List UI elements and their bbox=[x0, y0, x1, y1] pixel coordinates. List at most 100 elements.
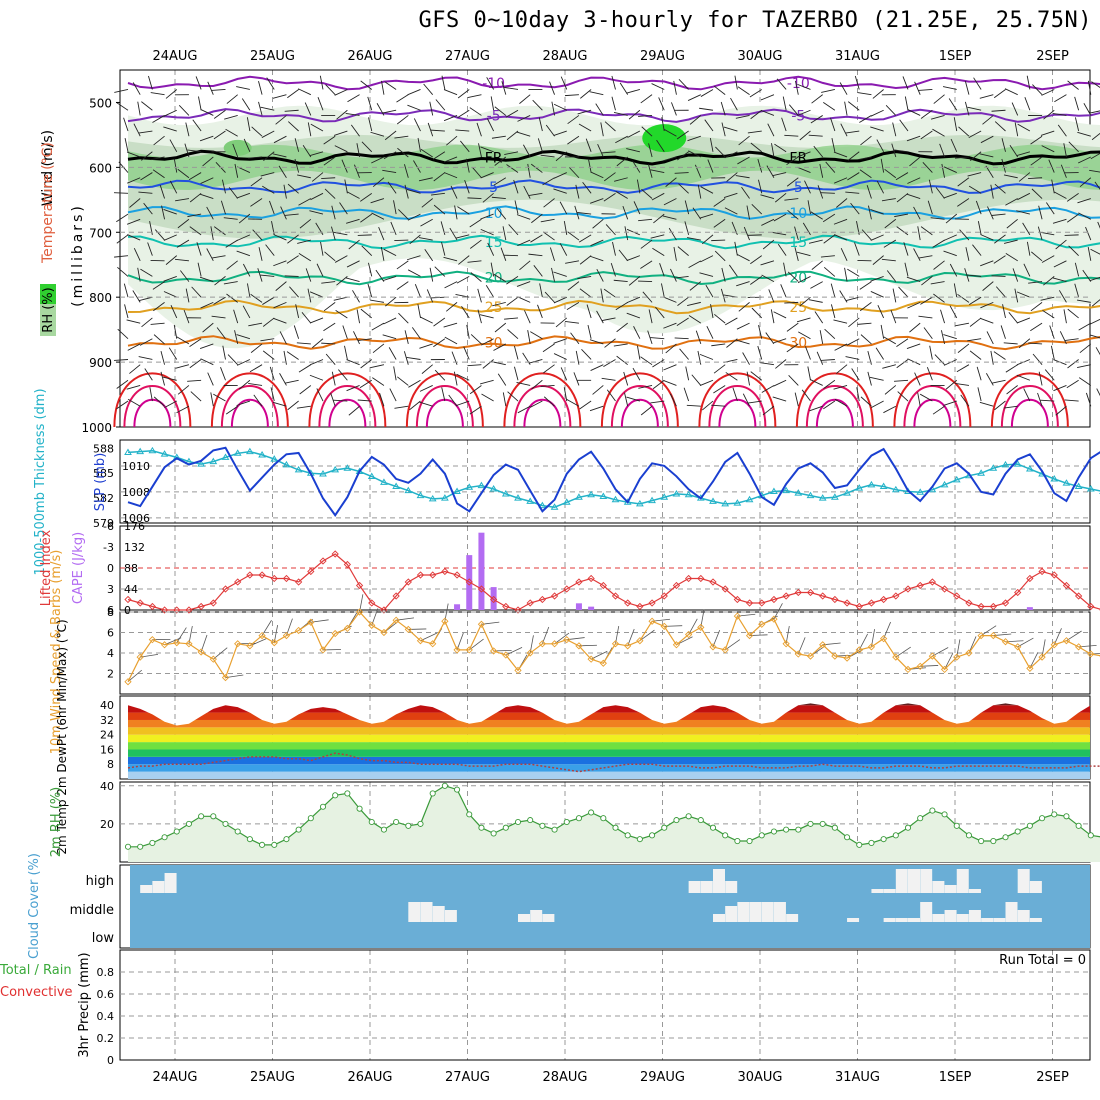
wind-barb bbox=[147, 242, 153, 256]
wind-speed-point bbox=[758, 620, 766, 628]
wind-barb bbox=[450, 185, 458, 199]
wind-barb bbox=[178, 105, 190, 116]
wind-barb bbox=[461, 306, 470, 319]
wind-barb bbox=[238, 379, 251, 390]
wind-barb bbox=[258, 101, 263, 116]
date-label-top: 28AUG bbox=[542, 49, 587, 64]
wind-barb bbox=[371, 156, 385, 164]
wind-barb bbox=[1052, 218, 1067, 224]
rh-tick-label: 20 bbox=[100, 818, 114, 831]
wind-speed-point bbox=[526, 649, 534, 657]
lifted-index-point bbox=[502, 602, 510, 611]
contour-label: FR bbox=[789, 151, 807, 167]
wind-speed-point bbox=[879, 635, 888, 643]
wind-barb bbox=[138, 296, 153, 302]
wind-barb bbox=[1014, 122, 1019, 137]
wind-barb bbox=[589, 91, 604, 96]
wind-barb bbox=[116, 400, 129, 410]
wind-barb bbox=[968, 296, 982, 305]
wind-barb bbox=[870, 109, 884, 117]
wind-barb bbox=[886, 270, 897, 282]
wind-barb bbox=[393, 200, 397, 215]
wind-barb bbox=[469, 218, 482, 228]
cloud-high-bar bbox=[164, 873, 177, 893]
wind-barb bbox=[527, 163, 531, 178]
wind-speed-point bbox=[538, 640, 547, 648]
wind-barb bbox=[478, 143, 482, 158]
rh-point bbox=[636, 836, 643, 843]
wind-barb-10m bbox=[1017, 637, 1034, 648]
wind-barb bbox=[688, 315, 702, 324]
wind-barb bbox=[1066, 213, 1079, 223]
thickness-point bbox=[721, 499, 730, 507]
wind-barb bbox=[918, 89, 933, 91]
wind-barb bbox=[747, 130, 762, 134]
wind-barb bbox=[700, 89, 714, 97]
wind-barb bbox=[287, 121, 299, 132]
cloud-high-bar bbox=[700, 881, 713, 893]
wind-barb bbox=[321, 342, 336, 345]
wind-barb bbox=[695, 330, 702, 345]
wind-barb bbox=[280, 206, 287, 220]
wind-barb bbox=[504, 151, 519, 155]
wind-barb bbox=[390, 221, 397, 236]
wind-barb bbox=[760, 109, 775, 116]
wind-barb bbox=[236, 192, 251, 199]
wind-barb bbox=[979, 153, 994, 158]
li-tick-label: 6 bbox=[107, 604, 114, 617]
wind-barb bbox=[527, 330, 531, 344]
wind-barb bbox=[935, 187, 945, 199]
wind-barb bbox=[519, 94, 531, 104]
wind-barb bbox=[480, 172, 494, 179]
wind-speed-point bbox=[1062, 637, 1071, 645]
cloud-high-bar bbox=[871, 889, 884, 893]
wind-barb bbox=[380, 246, 385, 261]
wind-barb bbox=[980, 317, 994, 324]
thickness-point bbox=[1050, 475, 1059, 482]
wind-barb bbox=[928, 179, 933, 194]
wind-barb bbox=[990, 350, 994, 365]
wind-barb bbox=[662, 215, 677, 220]
wind-barb-10m bbox=[688, 618, 698, 635]
wind-barb-10m bbox=[797, 637, 806, 655]
wind-barb bbox=[920, 130, 933, 140]
wind-barb bbox=[480, 338, 494, 346]
wind-barb bbox=[850, 202, 860, 215]
wind-barb bbox=[196, 242, 202, 256]
wind-barb bbox=[1028, 177, 1043, 179]
wind-speed-point bbox=[624, 642, 632, 650]
wind-barb bbox=[165, 89, 178, 99]
wind-barb bbox=[163, 209, 177, 215]
wind-barb bbox=[370, 364, 385, 369]
rh-point bbox=[624, 832, 631, 839]
wind-barb bbox=[370, 198, 385, 204]
lifted-index-point bbox=[148, 602, 157, 611]
warm-contour bbox=[523, 398, 562, 428]
wind-barb bbox=[1067, 308, 1079, 319]
wind-barb bbox=[321, 177, 336, 180]
wind-barb bbox=[578, 234, 592, 243]
thickness-point bbox=[830, 493, 839, 500]
wind-barb bbox=[1090, 248, 1100, 255]
wind-barb bbox=[226, 260, 238, 270]
wind-barb bbox=[424, 249, 434, 262]
thickness-point bbox=[440, 494, 449, 501]
rh-point bbox=[856, 841, 863, 848]
wind-barb bbox=[917, 226, 921, 241]
wind-barb bbox=[674, 337, 689, 340]
wind-barb bbox=[323, 135, 336, 145]
wind-barb-10m bbox=[261, 620, 272, 636]
cape-tick-label: 0 bbox=[124, 604, 131, 617]
wind-barb bbox=[298, 364, 312, 373]
wind-barb bbox=[132, 82, 141, 95]
wind-barb bbox=[794, 226, 799, 241]
wind-barb bbox=[333, 130, 348, 136]
wind-barb bbox=[198, 96, 202, 111]
wind-barb bbox=[1095, 347, 1100, 356]
wind-barb bbox=[601, 377, 616, 381]
wind-barb bbox=[396, 94, 409, 103]
wind-barb bbox=[884, 385, 897, 395]
cloud-middle-bar bbox=[932, 914, 945, 922]
wind-barb bbox=[1023, 263, 1031, 277]
wind-barb bbox=[618, 249, 629, 262]
